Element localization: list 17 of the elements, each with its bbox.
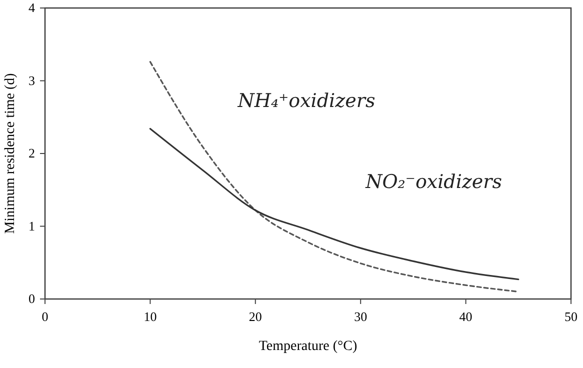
y-tick-label: 1 <box>28 218 35 234</box>
text: NO₂⁻oxidizers <box>364 171 502 194</box>
y-tick-label: 3 <box>28 72 35 88</box>
line-series <box>149 61 520 293</box>
y-tick-label: 2 <box>28 146 35 160</box>
x-tick-label: 10 <box>144 309 157 324</box>
y-tick-label: 4 <box>28 0 36 15</box>
x-tick-label: 40 <box>459 309 472 324</box>
text: NH₄⁺oxidizers <box>236 90 376 112</box>
x-tick-label: 30 <box>354 309 368 324</box>
y-axis-title: Minimum residence time (d) <box>3 72 18 234</box>
x-tick-label: 50 <box>564 309 578 324</box>
x-axis-title: Temperature (°C) <box>258 339 358 354</box>
x-tick-label: 0 <box>42 309 48 324</box>
line-series <box>149 128 520 280</box>
x-tick-label: 20 <box>248 309 262 324</box>
y-tick-label: 0 <box>28 291 35 306</box>
